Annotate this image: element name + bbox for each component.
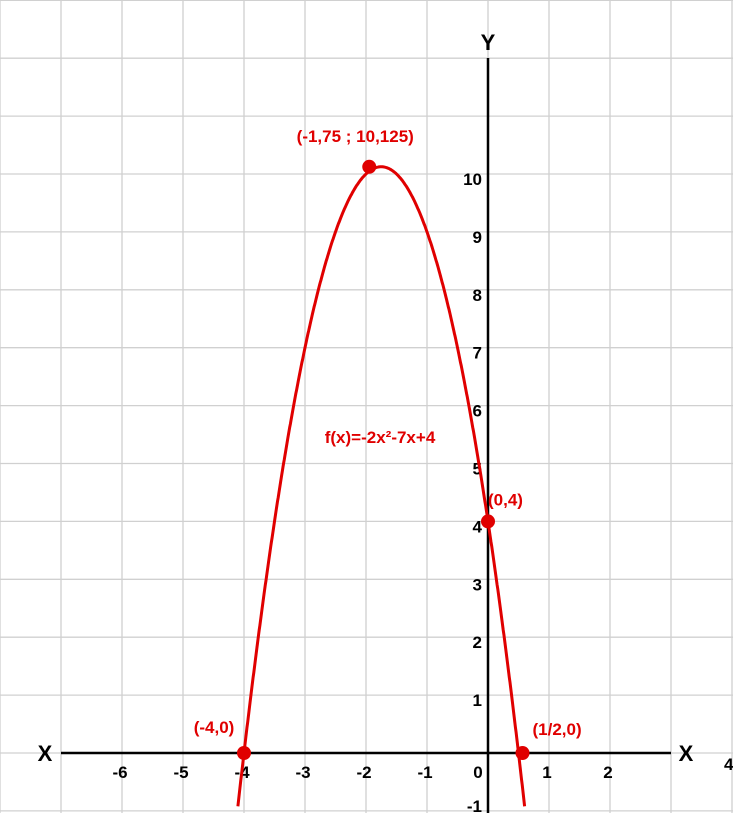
y-tick-label: 8 [473, 286, 482, 305]
x-tick-label: -2 [356, 763, 371, 782]
parabola-curve [236, 165, 527, 807]
y-tick-label: 1 [473, 691, 482, 710]
point-marker [237, 746, 251, 760]
point-marker [481, 514, 495, 529]
point-label: (-4,0) [194, 718, 235, 737]
y-tick-label: 3 [473, 575, 482, 594]
y-tick-label: 6 [473, 402, 482, 421]
x-tick-label: 2 [603, 763, 612, 782]
y-tick-label: 4 [473, 517, 483, 536]
cut-off-label: 4 [724, 755, 733, 774]
y-tick-label: 2 [473, 633, 482, 652]
x-tick-label: -3 [295, 763, 310, 782]
y-tick-label: 10 [463, 170, 482, 189]
point-marker [362, 159, 377, 174]
x-tick-label: 0 [473, 763, 482, 782]
point-marker [515, 746, 530, 760]
y-tick-label: -1 [467, 797, 482, 813]
y-axis-label: Y [481, 30, 496, 55]
function-label: f(x)=-2x²-7x+4 [325, 428, 436, 447]
point-label: (0,4) [488, 490, 523, 509]
x-tick-label: -1 [417, 763, 432, 782]
x-axis-label-right: X [679, 741, 694, 766]
y-tick-label: 5 [473, 460, 482, 479]
axes [61, 58, 671, 813]
point-label: (1/2,0) [533, 720, 582, 739]
x-tick-label: -6 [112, 763, 127, 782]
point-label: (-1,75 ; 10,125) [297, 127, 414, 146]
x-tick-label: 1 [542, 763, 551, 782]
x-axis-label-left: X [38, 741, 53, 766]
y-tick-label: 7 [473, 344, 482, 363]
y-tick-label: 9 [473, 228, 482, 247]
key-points: (-1,75 ; 10,125) (0,4) (-4,0) (1/2,0) [194, 127, 582, 760]
x-tick-label: -5 [173, 763, 188, 782]
